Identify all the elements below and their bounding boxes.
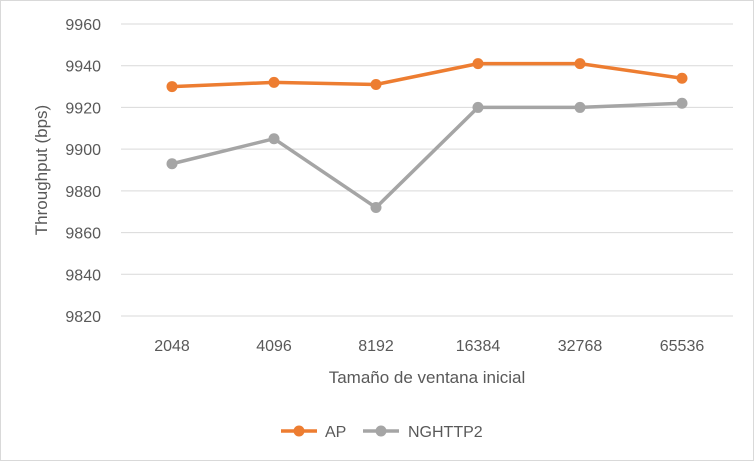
x-tick-label: 4096 xyxy=(256,338,292,355)
y-tick-label: 9880 xyxy=(65,184,101,201)
y-tick-label: 9920 xyxy=(65,100,101,117)
y-axis-title: Throughput (bps) xyxy=(32,105,51,235)
x-tick-label: 8192 xyxy=(358,338,394,355)
data-point-nghttp2 xyxy=(472,101,484,113)
series-line-nghttp2 xyxy=(170,101,684,210)
data-point-ap xyxy=(268,76,280,88)
legend-label: AP xyxy=(325,424,346,441)
data-point-nghttp2 xyxy=(676,97,688,109)
data-point-ap xyxy=(166,81,178,93)
y-tick-label: 9840 xyxy=(65,267,101,284)
series-nghttp2 xyxy=(166,97,688,214)
series-line-ap xyxy=(170,61,684,89)
data-point-nghttp2 xyxy=(268,133,280,145)
legend: AP NGHTTP2 xyxy=(281,424,483,441)
x-tick-label: 2048 xyxy=(154,338,190,355)
series-layer xyxy=(166,58,688,214)
y-axis-tick-labels: 9820 9840 9860 9880 9900 9920 9940 9960 xyxy=(65,17,101,326)
data-point-nghttp2 xyxy=(166,158,178,170)
gridlines xyxy=(121,23,733,275)
data-point-ap xyxy=(370,78,382,90)
data-point-ap xyxy=(676,72,688,84)
legend-item-nghttp2: NGHTTP2 xyxy=(363,424,483,441)
data-point-ap xyxy=(574,58,586,70)
data-point-nghttp2 xyxy=(370,202,382,214)
x-axis-title: Tamaño de ventana inicial xyxy=(329,368,526,387)
data-point-nghttp2 xyxy=(574,101,586,113)
legend-item-ap: AP xyxy=(281,424,346,441)
y-tick-label: 9860 xyxy=(65,226,101,243)
x-axis-tick-labels: 2048 4096 8192 16384 32768 65536 xyxy=(154,338,704,355)
data-point-ap xyxy=(472,58,484,70)
x-tick-label: 16384 xyxy=(456,338,501,355)
legend-label: NGHTTP2 xyxy=(408,424,483,441)
series-ap xyxy=(166,58,688,93)
y-tick-label: 9960 xyxy=(65,17,101,34)
y-tick-label: 9820 xyxy=(65,309,101,326)
legend-swatch-marker xyxy=(293,425,305,437)
x-tick-label: 32768 xyxy=(558,338,603,355)
y-tick-label: 9940 xyxy=(65,59,101,76)
legend-swatch-marker xyxy=(375,425,387,437)
x-tick-label: 65536 xyxy=(660,338,705,355)
y-tick-label: 9900 xyxy=(65,142,101,159)
